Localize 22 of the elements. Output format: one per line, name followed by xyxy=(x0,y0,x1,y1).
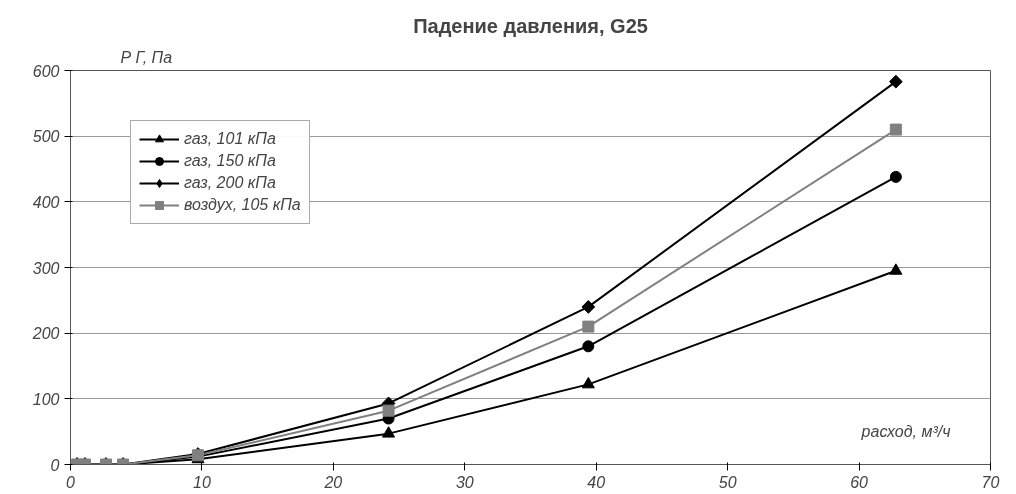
y-tick-label: 400 xyxy=(32,193,60,211)
x-tick-label: 20 xyxy=(323,473,343,491)
chart-title: Падение давления, G25 xyxy=(413,14,648,37)
x-tick-label: 0 xyxy=(66,473,76,491)
y-axis-title: Р Г, Па xyxy=(120,48,173,66)
x-tick-label: 50 xyxy=(718,473,737,491)
y-tick-label: 100 xyxy=(32,390,60,408)
y-tick-label: 300 xyxy=(32,259,60,277)
x-tick-label: 60 xyxy=(850,473,869,491)
x-tick-label: 70 xyxy=(981,473,1000,491)
legend-label: газ, 200 кПа xyxy=(184,174,276,192)
x-tick-label: 30 xyxy=(455,473,474,491)
y-tick-label: 500 xyxy=(32,128,60,146)
x-tick-label: 40 xyxy=(587,473,606,491)
x-axis-title: расход, м³/ч xyxy=(860,422,951,440)
legend-label: газ, 101 кПа xyxy=(184,130,276,148)
legend-label: воздух, 105 кПа xyxy=(184,196,301,214)
x-tick-label: 10 xyxy=(193,473,211,491)
y-tick-label: 200 xyxy=(31,325,60,343)
y-tick-label: 600 xyxy=(32,62,60,80)
legend-label: газ, 150 кПа xyxy=(184,152,276,170)
y-tick-label: 0 xyxy=(50,456,60,474)
